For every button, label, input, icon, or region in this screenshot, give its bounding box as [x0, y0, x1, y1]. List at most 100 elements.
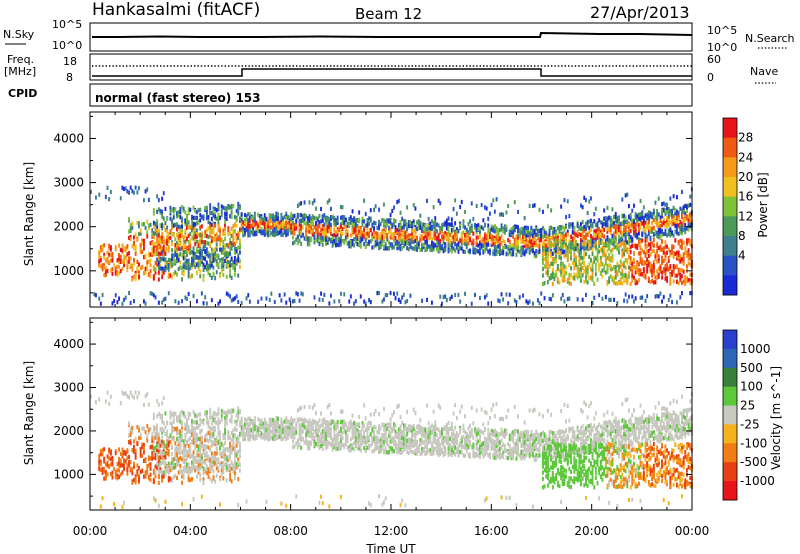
power-cell — [187, 264, 190, 269]
power-cell — [248, 233, 251, 238]
power-cell — [684, 274, 687, 279]
power-cell — [118, 253, 120, 258]
power-cell — [649, 211, 652, 216]
power-cell — [167, 232, 170, 237]
power-cell — [532, 230, 534, 235]
power-cell — [174, 259, 177, 264]
power-cell — [210, 216, 213, 222]
power-cell — [235, 218, 238, 223]
power-cell — [412, 246, 415, 251]
velocity-data — [90, 390, 693, 509]
velocity-cell — [106, 454, 109, 459]
power-cell — [272, 217, 274, 222]
power-cell — [166, 265, 169, 270]
power-cell — [641, 221, 644, 226]
power-cell — [591, 277, 594, 282]
power-cell — [272, 232, 274, 237]
power-cell — [290, 223, 293, 228]
power-cell — [421, 222, 423, 227]
power-cell — [684, 230, 687, 235]
power-cell — [275, 218, 278, 223]
power-cell — [664, 257, 667, 262]
power-cell — [409, 293, 412, 298]
power-cell — [156, 232, 159, 237]
power-cell — [674, 229, 677, 234]
power-cell — [167, 272, 170, 277]
power-cell — [639, 253, 642, 259]
power-cell — [239, 205, 241, 210]
power-cell — [628, 204, 630, 209]
power-cell — [128, 259, 130, 264]
power-cell — [239, 259, 241, 264]
power-cell — [98, 259, 101, 265]
power-cell — [383, 297, 385, 302]
power-cell — [328, 220, 331, 225]
power-cell — [282, 219, 284, 224]
power-cell — [616, 301, 619, 306]
velocity-cell — [138, 436, 140, 441]
power-cell — [244, 218, 246, 223]
power-cell — [495, 236, 498, 241]
power-cell — [230, 226, 233, 231]
power-cell — [636, 243, 639, 249]
power-cell — [525, 225, 528, 230]
power-cell — [608, 216, 611, 221]
power-cell — [575, 262, 577, 267]
power-cell — [671, 247, 673, 252]
power-cell — [200, 291, 203, 296]
power-cell — [200, 239, 203, 245]
power-cell — [121, 243, 124, 248]
power-cell — [681, 210, 683, 215]
power-cell — [179, 242, 182, 247]
power-cell — [681, 259, 683, 264]
power-colorbar-swatch — [723, 118, 737, 139]
power-cell — [432, 205, 435, 210]
power-cell — [417, 244, 420, 250]
power-cell — [308, 223, 311, 228]
power-cell — [234, 272, 236, 277]
power-cell — [381, 299, 384, 304]
power-cell — [154, 222, 157, 227]
power-cell — [210, 235, 213, 240]
power-cell — [561, 270, 564, 275]
velocity-cell — [136, 395, 139, 400]
power-cell — [280, 216, 283, 221]
power-cell — [666, 224, 668, 229]
power-cell — [545, 261, 548, 266]
power-cell — [628, 225, 630, 230]
power-cell — [460, 231, 463, 236]
power-cell — [298, 226, 301, 231]
power-cell — [197, 261, 200, 266]
power-cell — [649, 246, 652, 251]
power-cell — [179, 260, 182, 265]
power-cell — [634, 233, 637, 239]
power-cell — [689, 256, 692, 261]
freq-panel: Freq. [MHz] 18 8 60 0 Nave — [4, 53, 778, 84]
power-cell — [141, 241, 144, 246]
power-cell — [412, 240, 415, 245]
power-cell — [594, 267, 597, 272]
power-cell — [174, 237, 177, 242]
power-cell — [596, 251, 599, 256]
power-cell — [162, 270, 165, 275]
power-cell — [139, 247, 142, 252]
power-cell — [310, 216, 313, 221]
power-cell — [308, 229, 311, 234]
power-cell — [608, 257, 611, 262]
power-cell — [161, 196, 164, 201]
power-cell — [560, 263, 563, 268]
power-cell — [555, 257, 558, 263]
power-cell — [419, 247, 422, 253]
power-cell — [182, 235, 185, 240]
power-cell — [576, 266, 579, 271]
power-cell — [341, 231, 344, 236]
power-cell — [507, 252, 510, 257]
power-cell — [192, 262, 195, 267]
power-cell — [527, 243, 529, 249]
power-cell — [169, 205, 172, 210]
power-cell — [682, 218, 685, 223]
power-cell — [184, 265, 187, 270]
power-cell — [383, 235, 385, 240]
power-cell — [497, 244, 500, 249]
power-cell — [591, 248, 594, 253]
